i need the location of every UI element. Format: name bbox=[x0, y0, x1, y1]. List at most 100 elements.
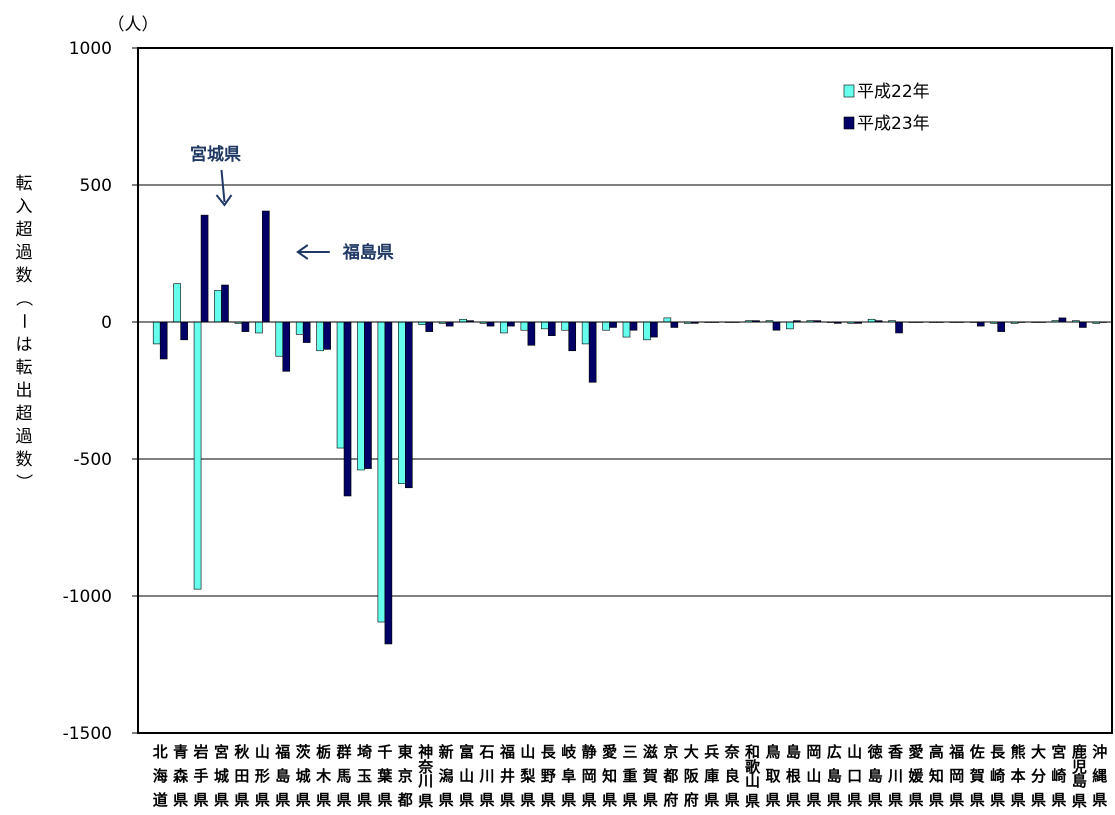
x-tick-label: 山 bbox=[255, 743, 270, 761]
bar-h22-21 bbox=[581, 321, 590, 345]
bar-h22-19 bbox=[540, 321, 549, 330]
bar-h22-24 bbox=[643, 321, 651, 341]
x-tick-label: 大 bbox=[1031, 743, 1046, 761]
y-axis-label-char: 過 bbox=[16, 243, 33, 263]
bar-h23-2 bbox=[200, 214, 209, 323]
y-axis-label-char: 過 bbox=[16, 427, 33, 447]
bar-h22-12 bbox=[398, 321, 406, 484]
bar-h23-4 bbox=[241, 321, 250, 332]
legend-swatch bbox=[843, 84, 855, 98]
x-tick-label: 山 bbox=[806, 767, 821, 785]
y-tick-label: 1000 bbox=[69, 39, 112, 59]
y-axis-label-char: は bbox=[16, 335, 33, 355]
x-tick-label: 府 bbox=[684, 791, 699, 809]
annotation-arrow bbox=[220, 169, 226, 203]
bar-h23-10 bbox=[364, 321, 372, 469]
x-tick-label: 県 bbox=[480, 791, 495, 809]
x-tick-label: 潟 bbox=[439, 767, 454, 785]
x-tick-label: 群 bbox=[337, 743, 352, 761]
x-tick-label: 城 bbox=[296, 767, 311, 785]
bar-h23-7 bbox=[302, 321, 311, 343]
bar-h22-25 bbox=[663, 317, 672, 323]
x-tick-label: 千 bbox=[377, 743, 392, 761]
x-tick-label: 県 bbox=[296, 791, 311, 809]
x-tick-label: 県 bbox=[337, 791, 352, 809]
y-tick-label: 0 bbox=[101, 313, 112, 333]
x-tick-label: 県 bbox=[786, 791, 801, 809]
bar-h23-18 bbox=[527, 321, 536, 346]
x-tick-label: 形 bbox=[255, 767, 270, 785]
bar-h23-11 bbox=[384, 321, 393, 645]
x-tick-label: 県 bbox=[234, 791, 249, 809]
x-tick-label: 岐 bbox=[561, 743, 577, 761]
bar-h23-13 bbox=[425, 321, 434, 332]
bar-h23-0 bbox=[159, 321, 168, 360]
x-tick-label: 県 bbox=[827, 791, 842, 809]
x-tick-label: 高 bbox=[929, 743, 944, 761]
x-tick-label: 山 bbox=[745, 772, 760, 790]
x-tick-label: 神 bbox=[418, 743, 433, 761]
x-tick-label: 県 bbox=[459, 791, 474, 809]
x-axis-labels: 北海道青森県岩手県宮城県秋田県山形県福島県茨城県栃木県群馬県埼玉県千葉県東京都神… bbox=[153, 743, 1108, 810]
bar-h23-9 bbox=[343, 321, 352, 497]
bar-h22-10 bbox=[357, 321, 365, 471]
x-tick-label: 阪 bbox=[684, 767, 700, 785]
y-axis-label-char: 転 bbox=[16, 174, 33, 194]
legend-swatch bbox=[843, 116, 855, 130]
x-tick-label: 県 bbox=[316, 791, 331, 809]
bar-h23-16 bbox=[486, 321, 495, 327]
x-tick-label: 京 bbox=[398, 767, 413, 785]
x-tick-label: 県 bbox=[561, 791, 576, 809]
bar-h22-17 bbox=[500, 321, 508, 334]
bar-h23-45 bbox=[1079, 321, 1087, 328]
x-tick-label: 城 bbox=[214, 767, 229, 785]
x-tick-label: 茨 bbox=[296, 743, 311, 761]
bar-h23-40 bbox=[976, 321, 985, 327]
x-tick-label: 川 bbox=[417, 772, 433, 790]
x-tick-label: 県 bbox=[520, 791, 535, 809]
bar-h23-22 bbox=[609, 321, 617, 328]
x-tick-label: 県 bbox=[173, 791, 188, 809]
x-tick-label: 愛 bbox=[602, 743, 617, 761]
x-tick-label: 取 bbox=[765, 767, 781, 785]
x-tick-label: 鳥 bbox=[765, 743, 780, 761]
x-tick-label: 県 bbox=[725, 791, 740, 809]
x-tick-label: 庫 bbox=[704, 767, 719, 785]
x-tick-label: 青 bbox=[173, 743, 188, 761]
y-axis-label-char: ー bbox=[13, 313, 33, 330]
x-tick-label: 県 bbox=[275, 791, 290, 809]
x-tick-label: 岡 bbox=[806, 743, 821, 761]
y-tick-label: 500 bbox=[80, 176, 112, 196]
x-tick-label: 三 bbox=[622, 743, 637, 761]
x-tick-label: 道 bbox=[153, 791, 168, 809]
x-tick-label: 県 bbox=[847, 791, 862, 809]
x-tick-label: 県 bbox=[1092, 791, 1107, 809]
bar-h23-19 bbox=[547, 321, 556, 336]
x-tick-label: 都 bbox=[662, 767, 678, 785]
x-tick-label: 井 bbox=[500, 767, 515, 785]
x-tick-label: 東 bbox=[398, 743, 413, 761]
x-tick-label: 長 bbox=[541, 743, 557, 761]
bar-h22-20 bbox=[561, 321, 570, 331]
x-tick-label: 県 bbox=[255, 791, 270, 809]
y-axis-ticks: 1000 500 0 -500 -1000 -1500 bbox=[63, 39, 138, 744]
x-tick-label: 広 bbox=[827, 743, 842, 761]
x-tick-label: 大 bbox=[684, 743, 699, 761]
x-tick-label: 野 bbox=[541, 767, 556, 785]
bar-h22-3 bbox=[214, 290, 222, 323]
x-tick-label: 重 bbox=[622, 767, 637, 785]
x-tick-label: 葉 bbox=[376, 767, 393, 785]
x-tick-label: 福 bbox=[948, 743, 964, 761]
bar-h22-6 bbox=[275, 321, 284, 357]
x-tick-label: 山 bbox=[520, 743, 535, 761]
bar-h23-17 bbox=[507, 321, 515, 327]
bar-h23-20 bbox=[568, 321, 577, 352]
x-tick-label: 北 bbox=[153, 743, 168, 761]
x-tick-label: 宮 bbox=[1051, 743, 1066, 761]
bar-h22-0 bbox=[152, 321, 161, 345]
bar-h22-31 bbox=[786, 321, 794, 330]
bars bbox=[152, 210, 1108, 645]
bar-h23-14 bbox=[445, 321, 454, 327]
